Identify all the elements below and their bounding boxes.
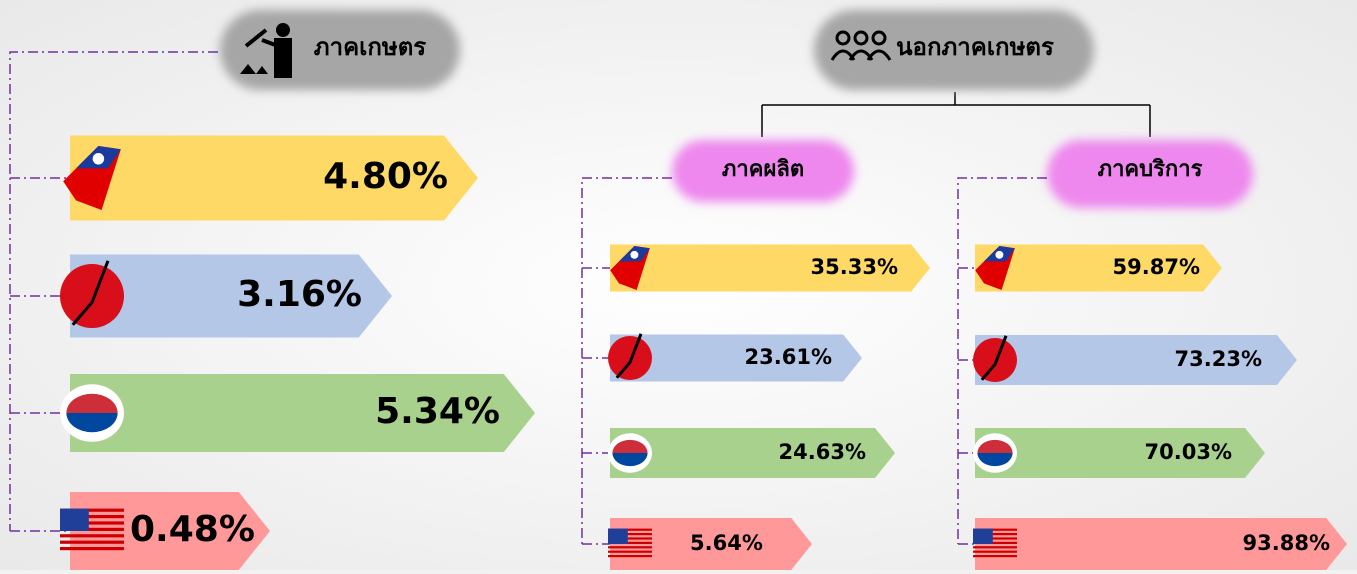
flag — [60, 508, 89, 531]
bar — [975, 518, 1347, 570]
bar — [610, 334, 862, 382]
flag — [608, 555, 652, 558]
bar — [975, 428, 1265, 478]
flag — [615, 333, 643, 379]
flag — [973, 537, 1017, 540]
bar — [70, 254, 392, 338]
value-label: 35.33% — [811, 255, 898, 279]
group-pill — [672, 140, 854, 202]
connector — [9, 51, 218, 531]
flag — [60, 527, 124, 531]
flag — [608, 533, 652, 536]
value-label: 59.87% — [1113, 255, 1200, 279]
flag — [995, 250, 1004, 259]
header-title: ภาคเกษตร — [314, 33, 426, 61]
flag — [630, 250, 639, 259]
bar — [610, 428, 895, 478]
group-pill — [1047, 140, 1253, 208]
connector — [957, 177, 1047, 544]
farmer-icon — [240, 23, 292, 78]
flag — [973, 533, 1017, 536]
flag — [66, 393, 118, 413]
header-title: นอกภาคเกษตร — [896, 33, 1054, 61]
flag — [973, 528, 993, 544]
bar — [610, 518, 812, 570]
flag — [973, 541, 1017, 544]
flag — [66, 413, 118, 433]
flag — [60, 534, 124, 538]
flag — [608, 537, 652, 540]
bar — [975, 335, 1297, 385]
flag — [60, 508, 124, 512]
flag — [612, 439, 648, 453]
value-label: 23.61% — [745, 345, 832, 369]
flag — [973, 546, 1017, 549]
bar — [975, 244, 1222, 292]
value-label: 5.34% — [375, 391, 500, 432]
flag — [980, 335, 1008, 381]
bar — [610, 244, 930, 292]
flag — [973, 555, 1017, 558]
flag — [608, 336, 652, 380]
flag — [71, 260, 110, 326]
tree-line — [761, 92, 1151, 137]
flag — [608, 528, 652, 531]
value-label: 4.80% — [323, 156, 448, 197]
flag — [60, 547, 124, 551]
flag — [60, 540, 124, 544]
bar — [70, 135, 478, 221]
value-label: 93.88% — [1243, 531, 1330, 555]
value-label: 0.48% — [130, 509, 255, 550]
people-icon — [830, 30, 892, 61]
flag — [608, 528, 628, 544]
bar — [70, 374, 535, 452]
header-pill — [814, 10, 1094, 90]
flag — [977, 453, 1013, 467]
flag — [977, 439, 1013, 453]
connector — [581, 177, 672, 544]
value-label: 70.03% — [1145, 440, 1232, 464]
flag — [612, 453, 648, 467]
group-title: ภาคผลิต — [722, 157, 804, 182]
value-label: 24.63% — [779, 440, 866, 464]
flag — [973, 338, 1017, 382]
flag — [608, 546, 652, 549]
flag — [60, 264, 124, 328]
value-label: 3.16% — [237, 274, 362, 315]
flag — [973, 528, 1017, 531]
flag — [973, 550, 1017, 553]
value-label: 5.64% — [690, 531, 763, 555]
value-label: 73.23% — [1175, 347, 1262, 371]
flag — [608, 541, 652, 544]
flag — [92, 153, 105, 165]
flag — [60, 521, 124, 525]
group-title: ภาคบริการ — [1098, 157, 1203, 182]
flag — [608, 550, 652, 553]
flag — [60, 515, 124, 519]
